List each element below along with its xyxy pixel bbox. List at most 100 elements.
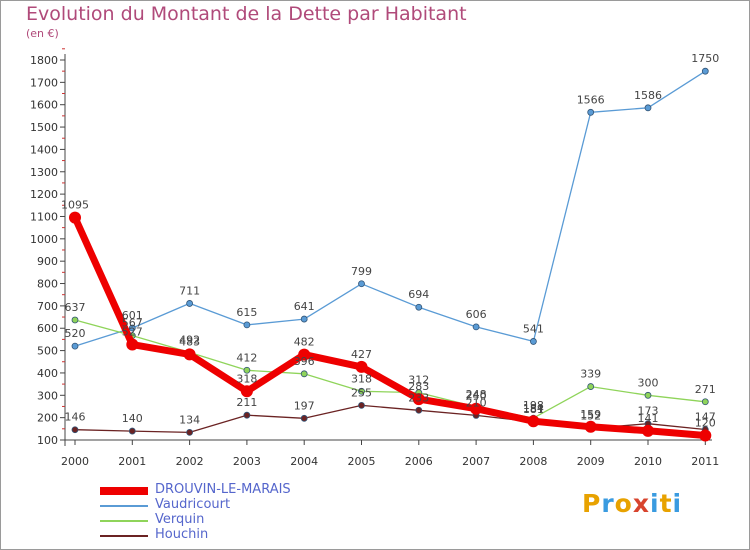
data-label: 799 [351, 265, 372, 278]
data-point [243, 321, 251, 329]
series-line-vaudricourt [74, 70, 706, 347]
data-label: 412 [236, 351, 257, 364]
y-tick-label: 900 [37, 255, 58, 268]
data-point [128, 427, 136, 435]
y-tick-label: 1300 [30, 166, 58, 179]
data-point [701, 398, 709, 406]
y-tick-label: 1100 [30, 210, 58, 223]
y-tick-label: 200 [37, 412, 58, 425]
data-label: 240 [466, 390, 487, 403]
x-tick-label: 2002 [176, 455, 204, 468]
data-point [71, 316, 79, 324]
y-tick-label: 500 [37, 345, 58, 358]
data-label: 140 [122, 412, 143, 425]
y-tick-label: 1600 [30, 99, 58, 112]
data-label: 184 [523, 402, 544, 415]
data-point [186, 428, 194, 436]
data-point [358, 280, 365, 288]
proxiti-logo: Proxiti [582, 489, 682, 518]
data-label: 152 [580, 409, 601, 422]
data-label: 339 [580, 368, 601, 381]
data-label: 211 [236, 396, 257, 409]
data-label: 427 [351, 348, 372, 361]
logo-letter: i [672, 489, 683, 518]
data-label: 248 [466, 388, 487, 401]
x-tick-label: 2011 [691, 455, 719, 468]
data-label: 615 [236, 306, 257, 319]
x-tick-label: 2000 [61, 455, 89, 468]
data-label: 492 [179, 333, 200, 346]
x-tick-label: 2004 [290, 455, 318, 468]
data-point [126, 338, 139, 351]
data-point [530, 338, 537, 345]
x-tick-label: 2007 [462, 455, 490, 468]
y-tick-label: 300 [37, 389, 58, 402]
legend-swatch [100, 505, 148, 507]
data-label: 711 [179, 284, 200, 297]
data-label: 271 [695, 383, 716, 396]
logo-letter: o [614, 489, 633, 518]
data-label: 1750 [691, 52, 719, 65]
data-label: 318 [351, 372, 372, 385]
legend-label: Houchin [155, 527, 209, 542]
line-chart: 1002003004005006007008009001000110012001… [30, 48, 719, 468]
data-label: 567 [122, 317, 143, 330]
y-tick-label: 400 [37, 367, 58, 380]
data-label: 198 [523, 399, 544, 412]
data-label: 120 [695, 417, 716, 430]
data-label: 1566 [577, 93, 605, 106]
data-label: 146 [65, 411, 86, 424]
y-tick-label: 100 [37, 434, 58, 447]
series-line-drouvin-le-marais [71, 214, 709, 439]
data-point [358, 387, 365, 395]
data-label: 641 [294, 300, 315, 313]
logo-letter: x [632, 489, 650, 518]
legend-label: DROUVIN-LE-MARAIS [155, 482, 291, 497]
y-tick-label: 700 [37, 300, 58, 313]
data-point [358, 401, 365, 409]
legend-label: Vaudricourt [155, 497, 231, 512]
y-tick-label: 1800 [30, 54, 58, 67]
data-label: 312 [408, 374, 429, 387]
x-tick-label: 2008 [519, 455, 547, 468]
data-point [300, 370, 308, 378]
data-label: 147 [695, 410, 716, 423]
data-point [69, 211, 81, 224]
x-tick-label: 2003 [233, 455, 261, 468]
data-point [71, 426, 79, 434]
data-point [644, 391, 652, 399]
data-label: 482 [294, 336, 315, 349]
chart-title: Evolution du Montant de la Dette par Hab… [26, 3, 467, 25]
x-tick-label: 2005 [348, 455, 376, 468]
data-point [243, 366, 251, 374]
data-point [71, 342, 79, 350]
data-label: 210 [466, 396, 487, 409]
y-tick-label: 1400 [30, 143, 58, 156]
data-point [527, 415, 540, 428]
data-label: 483 [179, 335, 200, 348]
data-point [472, 323, 480, 331]
data-label: 318 [236, 372, 257, 385]
x-tick-label: 2010 [634, 455, 662, 468]
data-point [240, 385, 253, 398]
y-tick-label: 1500 [30, 121, 58, 134]
data-label: 134 [179, 413, 200, 426]
data-label: 541 [523, 322, 544, 335]
data-label: 637 [65, 301, 86, 314]
data-label: 255 [351, 386, 372, 399]
data-label: 159 [580, 408, 601, 421]
data-labels: 520 601 711 615 641 799 694 606 541 1566 1586 1750 6… [61, 52, 719, 429]
y-tick-label: 600 [37, 322, 58, 335]
logo-letter: P [582, 489, 602, 518]
data-label: 300 [638, 376, 659, 389]
data-point [300, 414, 308, 422]
data-label: 527 [122, 326, 143, 339]
data-point [243, 411, 251, 419]
y-tick-label: 1000 [30, 233, 58, 246]
data-point [584, 420, 597, 433]
x-tick-label: 2001 [118, 455, 146, 468]
legend-swatch [100, 535, 148, 537]
axes: 1002003004005006007008009001000110012001… [30, 48, 719, 468]
x-tick-label: 2009 [577, 455, 605, 468]
legend-swatch [100, 520, 148, 522]
